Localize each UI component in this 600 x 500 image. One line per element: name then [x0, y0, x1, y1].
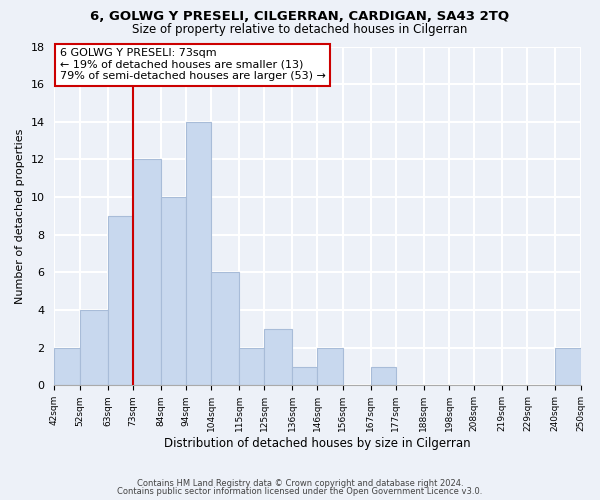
- Y-axis label: Number of detached properties: Number of detached properties: [15, 128, 25, 304]
- Bar: [265, 329, 292, 386]
- Text: 6, GOLWG Y PRESELI, CILGERRAN, CARDIGAN, SA43 2TQ: 6, GOLWG Y PRESELI, CILGERRAN, CARDIGAN,…: [91, 10, 509, 23]
- Text: 6 GOLWG Y PRESELI: 73sqm
← 19% of detached houses are smaller (13)
79% of semi-d: 6 GOLWG Y PRESELI: 73sqm ← 19% of detach…: [59, 48, 326, 82]
- Bar: [239, 348, 265, 386]
- Bar: [211, 272, 239, 386]
- Bar: [133, 160, 161, 386]
- X-axis label: Distribution of detached houses by size in Cilgerran: Distribution of detached houses by size …: [164, 437, 471, 450]
- Bar: [555, 348, 581, 386]
- Bar: [161, 197, 186, 386]
- Bar: [80, 310, 107, 386]
- Bar: [371, 366, 396, 386]
- Bar: [317, 348, 343, 386]
- Bar: [292, 366, 317, 386]
- Text: Contains public sector information licensed under the Open Government Licence v3: Contains public sector information licen…: [118, 487, 482, 496]
- Bar: [55, 348, 80, 386]
- Bar: [107, 216, 133, 386]
- Text: Size of property relative to detached houses in Cilgerran: Size of property relative to detached ho…: [133, 22, 467, 36]
- Text: Contains HM Land Registry data © Crown copyright and database right 2024.: Contains HM Land Registry data © Crown c…: [137, 478, 463, 488]
- Bar: [186, 122, 211, 386]
